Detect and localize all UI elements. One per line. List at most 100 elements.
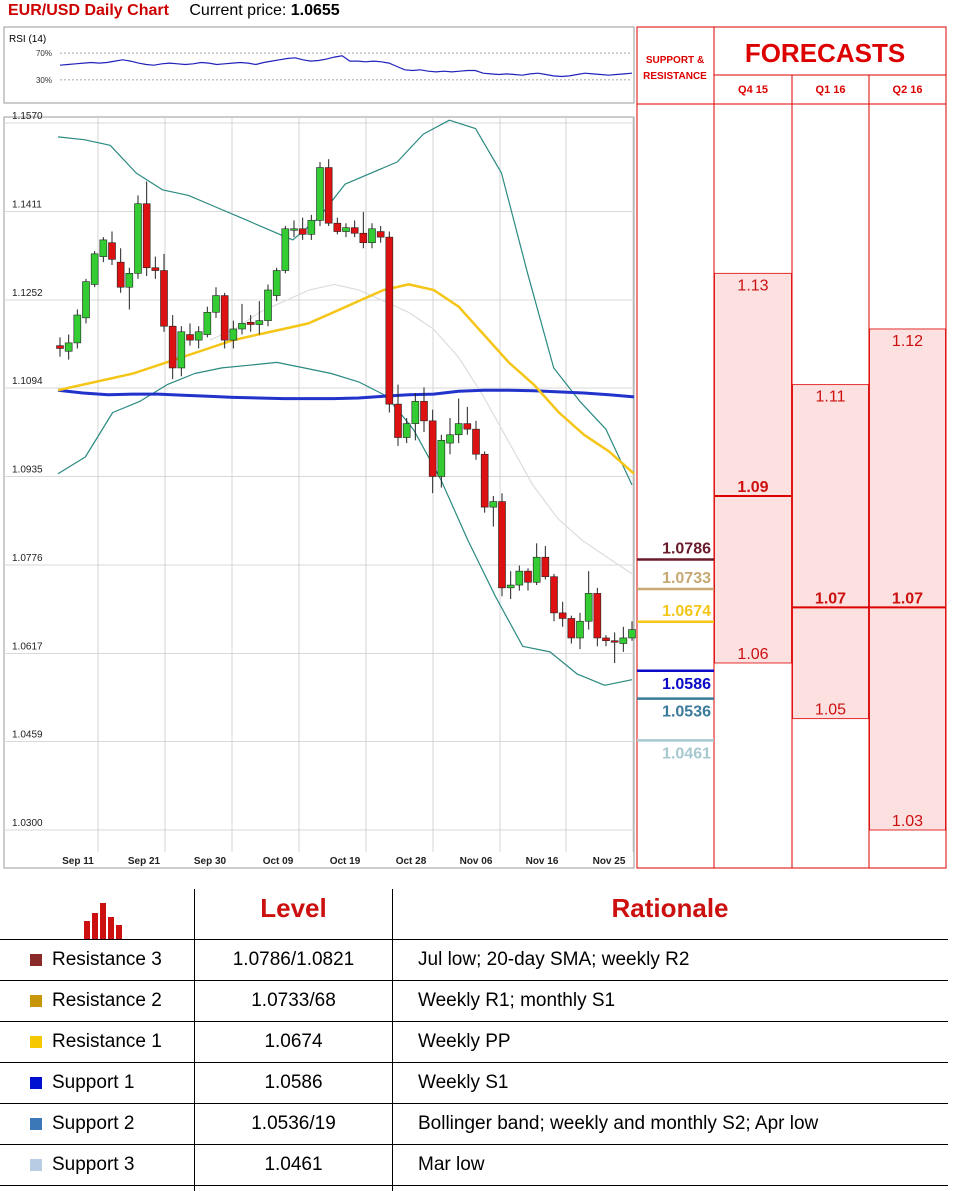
candle-body: [628, 629, 636, 639]
level-rationale: Weekly PP: [418, 1031, 511, 1052]
candle-body: [307, 220, 316, 235]
candle-body: [541, 556, 550, 578]
sr-level-label: 1.0536: [662, 704, 711, 721]
candle-body: [350, 227, 359, 234]
price-tick-label: 1.0935: [12, 465, 43, 476]
price-x-tick-label: Nov 06: [460, 856, 493, 867]
forecast-low-label: 1.03: [892, 813, 923, 830]
chart-title: EUR/USD Daily Chart: [8, 2, 169, 19]
candle-body: [437, 440, 446, 477]
sr-level-label: 1.0586: [662, 676, 711, 693]
support-resistance-header: RESISTANCE: [643, 71, 707, 82]
candle-body: [610, 640, 619, 643]
table-row: Resistance 3 1.0786/1.0821 Jul low; 20-day…: [0, 939, 948, 981]
candle-body: [602, 637, 610, 642]
candle-body: [428, 420, 437, 477]
forecast-low-label: 1.05: [815, 702, 846, 719]
level-rationale: Mar low: [418, 1154, 485, 1175]
candle-body: [220, 295, 229, 341]
forecast-range-bar: [714, 272, 792, 664]
sr-level-label: 1.0461: [662, 745, 711, 762]
candle-body: [324, 167, 333, 224]
candle-body: [342, 227, 350, 232]
candle-body: [506, 584, 515, 589]
candle-body: [56, 345, 64, 349]
price-tick-label: 1.1094: [12, 376, 43, 387]
forecast-range-bar: [869, 328, 946, 831]
price-tick-label: 1.0459: [12, 729, 43, 740]
candle-body: [194, 331, 203, 341]
candle-body: [229, 328, 238, 341]
rationale-column-header: Rationale: [611, 893, 729, 923]
level-color-swatch: [30, 1036, 42, 1048]
current-price-value: 1.0655: [290, 2, 340, 19]
level-value: 1.0461: [264, 1154, 323, 1175]
candle-body: [463, 423, 472, 430]
candle-body: [480, 453, 489, 508]
level-value: 1.0536/19: [251, 1113, 336, 1134]
candle-body: [420, 401, 428, 422]
support-resistance-header: SUPPORT &: [646, 55, 704, 66]
forecast-range-bar: [792, 384, 869, 720]
price-x-tick-label: Nov 25: [593, 856, 626, 867]
level-value: 1.0786/1.0821: [232, 949, 355, 970]
candle-body: [246, 321, 255, 325]
candle-body: [177, 331, 186, 369]
candle-body: [238, 323, 246, 330]
level-value: 1.0733/68: [251, 990, 336, 1011]
candle-body: [402, 423, 411, 438]
forecast-high-label: 1.11: [816, 389, 846, 406]
rsi-title: RSI (14): [9, 34, 46, 45]
candle-body: [515, 570, 524, 586]
candle-body: [151, 267, 160, 271]
price-tick-label: 1.1570: [12, 111, 43, 122]
rsi-tick-label: 30%: [36, 76, 52, 85]
candle-body: [99, 239, 108, 257]
candle-body: [116, 261, 125, 288]
level-name: Resistance 1: [52, 1031, 162, 1052]
candle-body: [272, 270, 281, 296]
table-divider: [194, 889, 195, 1191]
candle-body: [411, 401, 420, 424]
candle-body: [281, 228, 290, 271]
price-x-tick-label: Sep 30: [194, 856, 227, 867]
forecasts-title: FORECASTS: [745, 38, 905, 68]
level-rationale: Jul low; 20-day SMA; weekly R2: [418, 949, 690, 970]
forecast-high-label: 1.12: [892, 333, 923, 350]
candle-body: [368, 228, 376, 243]
candle-body: [298, 228, 307, 235]
candle-body: [134, 203, 142, 274]
level-color-swatch: [30, 1118, 42, 1130]
candle-body: [532, 556, 541, 583]
table-header-row: Level Rationale: [0, 877, 948, 940]
price-x-tick-label: Oct 19: [330, 856, 361, 867]
chart-header: EUR/USD Daily Chart Current price: 1.065…: [8, 2, 340, 24]
rsi-tick-label: 70%: [36, 49, 52, 58]
candle-body: [454, 423, 463, 436]
candle-body: [359, 232, 368, 243]
table-row: Resistance 1 1.0674 Weekly PP: [0, 1021, 948, 1063]
candle-body: [160, 270, 168, 327]
forecast-quarter-label: Q2 16: [893, 84, 923, 96]
forecast-quarter-label: Q4 15: [738, 84, 768, 96]
price-tick-label: 1.1252: [12, 288, 43, 299]
candle-body: [212, 295, 220, 313]
level-color-swatch: [30, 1159, 42, 1171]
level-rationale: Weekly R1; monthly S1: [418, 990, 616, 1011]
rsi-panel-frame: [3, 26, 635, 104]
sma-slow-line: [57, 388, 635, 401]
candle-body: [498, 501, 506, 589]
level-name: Support 3: [52, 1154, 135, 1175]
current-price-label: Current price:: [189, 2, 287, 19]
candle-body: [489, 501, 498, 508]
price-tick-label: 1.0776: [12, 553, 43, 564]
level-color-swatch: [30, 954, 42, 966]
candle-body: [90, 253, 99, 285]
candle-body: [142, 203, 151, 269]
level-name: Resistance 3: [52, 949, 162, 970]
price-tick-label: 1.0300: [12, 818, 43, 829]
forecast-mid-label: 1.07: [892, 590, 923, 607]
sr-level-label: 1.0733: [662, 570, 711, 587]
rsi-line: [59, 55, 633, 78]
level-value: 1.0586: [264, 1072, 323, 1093]
